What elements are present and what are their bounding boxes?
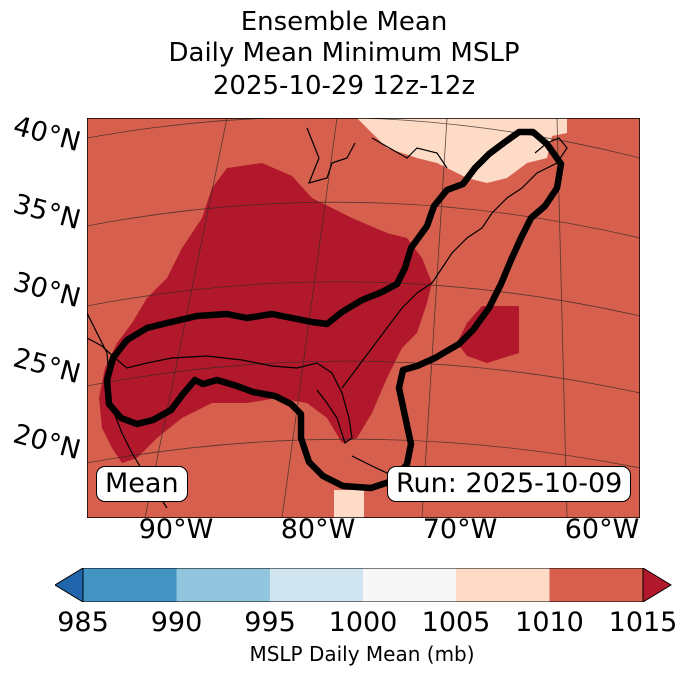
colorbar bbox=[55, 568, 672, 602]
title-line-1: Ensemble Mean bbox=[240, 7, 448, 37]
colorbar-bin-990-995 bbox=[176, 568, 270, 602]
envelope-outline bbox=[103, 128, 565, 492]
colorbar-tick-1005: 1005 bbox=[421, 607, 491, 638]
title-line-2: Daily Mean Minimum MSLP bbox=[168, 38, 520, 68]
lon-label-60w: 60°W bbox=[564, 514, 640, 545]
colorbar-bin-995-1000 bbox=[270, 568, 363, 602]
field-light-south bbox=[334, 490, 364, 518]
mslp-map: Mean Run: 2025-10-09 bbox=[87, 118, 640, 518]
lat-label-20: 20°N bbox=[9, 418, 84, 467]
colorbar-label: MSLP Daily Mean (mb) bbox=[249, 642, 475, 666]
run-date-box: Run: 2025-10-09 bbox=[387, 466, 632, 502]
colorbar-bin-985-990 bbox=[83, 568, 177, 602]
colorbar-bin-1005-1010 bbox=[456, 568, 550, 602]
colorbar-tick-1010: 1010 bbox=[515, 607, 584, 638]
colorbar-tick-990: 990 bbox=[150, 607, 203, 638]
colorbar-tick-1000: 1000 bbox=[328, 607, 398, 638]
colorbar-extend-high bbox=[642, 568, 672, 602]
colorbar-bin-1010-1015 bbox=[549, 568, 643, 602]
colorbar-tick-995: 995 bbox=[244, 607, 296, 638]
lon-label-80w: 80°W bbox=[280, 514, 356, 545]
colorbar-extend-low bbox=[55, 568, 84, 602]
lat-label-40: 40°N bbox=[9, 110, 84, 159]
graticule bbox=[87, 118, 640, 518]
mean-label-box: Mean bbox=[96, 466, 188, 502]
colorbar-tick-985: 985 bbox=[57, 607, 109, 638]
lat-label-30: 30°N bbox=[9, 266, 84, 315]
colorbar-bin-1000-1005 bbox=[363, 568, 456, 602]
field-low-east bbox=[457, 306, 519, 363]
colorbar-tick-1015: 1015 bbox=[608, 607, 678, 638]
title-line-3: 2025-10-29 12z-12z bbox=[212, 71, 476, 101]
lat-label-35: 35°N bbox=[9, 188, 84, 237]
lon-label-70w: 70°W bbox=[422, 514, 498, 545]
lon-label-90w: 90°W bbox=[138, 514, 214, 545]
lat-label-25: 25°N bbox=[9, 342, 84, 391]
